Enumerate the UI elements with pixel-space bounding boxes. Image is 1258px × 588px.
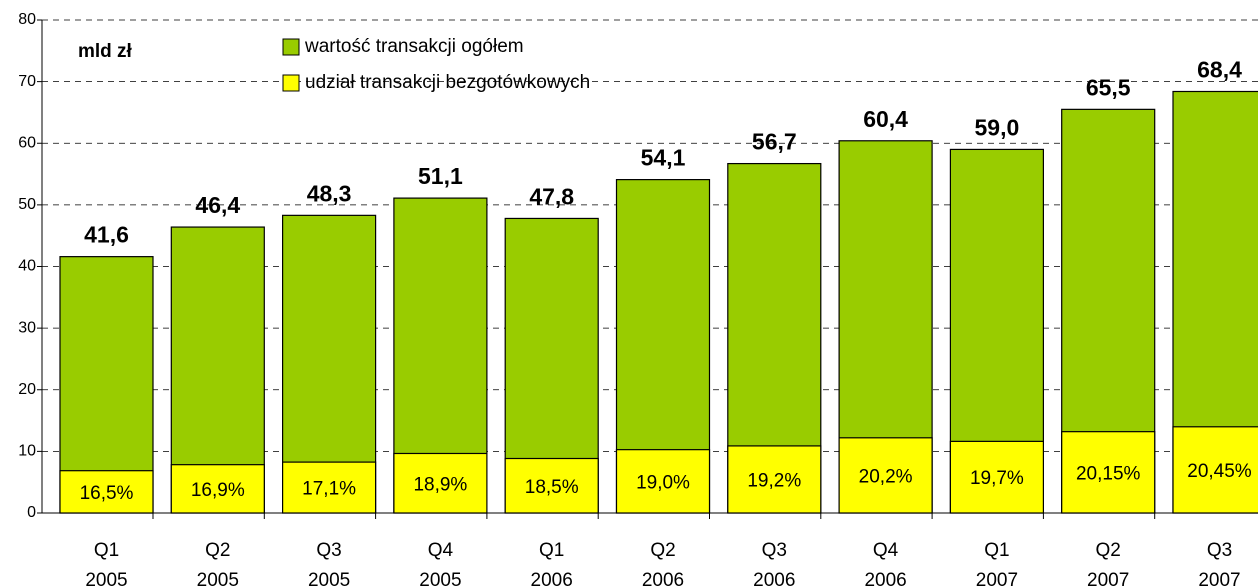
unit-annotation: mld zł	[78, 41, 133, 62]
x-tick-line: 2007	[976, 570, 1018, 588]
x-tick-line: Q4	[428, 540, 454, 561]
legend-swatch	[282, 74, 300, 92]
bar-share	[1061, 431, 1156, 514]
bar-share	[393, 452, 488, 514]
bar-share	[1172, 426, 1258, 514]
y-tick-label: 40	[18, 258, 36, 275]
y-tick-label: 60	[18, 134, 36, 151]
share-label: 20,2%	[859, 466, 913, 487]
x-tick-line: 2006	[864, 570, 906, 588]
value-label: 47,8	[529, 184, 574, 210]
y-tick-label: 30	[18, 319, 36, 336]
value-label: 56,7	[752, 129, 797, 155]
x-tick-line: Q3	[1207, 540, 1232, 561]
x-tick-label: Q3 2006	[753, 540, 795, 588]
x-tick-label: Q4 2006	[864, 540, 906, 588]
value-label: 65,5	[1086, 74, 1131, 100]
bar-share	[727, 445, 822, 514]
share-label: 19,7%	[970, 468, 1024, 489]
value-label: 60,4	[863, 106, 908, 132]
y-tick-label: 10	[18, 443, 36, 460]
value-label: 48,3	[307, 180, 352, 206]
x-tick-label: Q4 2005	[419, 540, 461, 588]
y-tick-label: 50	[18, 196, 36, 213]
value-label: 54,1	[641, 145, 686, 171]
share-label: 16,5%	[80, 483, 134, 504]
x-tick-line: 2005	[308, 570, 350, 588]
share-label: 19,2%	[747, 470, 801, 491]
x-tick-line: Q1	[984, 540, 1009, 561]
value-label: 68,4	[1197, 57, 1242, 83]
value-label: 51,1	[418, 163, 463, 189]
x-tick-line: Q2	[650, 540, 675, 561]
value-label: 41,6	[84, 222, 129, 248]
x-tick-label: Q1 2005	[85, 540, 127, 588]
value-label: 46,4	[195, 192, 240, 218]
y-tick-label: 0	[27, 504, 36, 521]
x-tick-line: 2007	[1198, 570, 1240, 588]
bar-share	[170, 464, 265, 514]
share-label: 17,1%	[302, 479, 356, 500]
share-label: 16,9%	[191, 480, 245, 501]
x-tick-label: Q1 2006	[531, 540, 573, 588]
share-label: 20,15%	[1076, 463, 1141, 484]
x-tick-label: Q2 2006	[642, 540, 684, 588]
legend-label: wartość transakcji ogółem	[304, 36, 524, 57]
x-tick-line: Q4	[873, 540, 899, 561]
x-tick-line: 2006	[642, 570, 684, 588]
bar-share	[282, 461, 377, 514]
x-tick-line: Q2	[205, 540, 230, 561]
x-tick-label: Q3 2005	[308, 540, 350, 588]
x-tick-line: Q3	[316, 540, 341, 561]
y-tick-label: 20	[18, 381, 36, 398]
x-tick-line: 2006	[753, 570, 795, 588]
bar-share	[838, 437, 933, 514]
x-tick-label: Q1 2007	[976, 540, 1018, 588]
y-tick-label: 70	[18, 73, 36, 90]
x-tick-label: Q2 2005	[197, 540, 239, 588]
share-label: 19,0%	[636, 472, 690, 493]
x-tick-label: Q3 2007	[1198, 540, 1240, 588]
share-label: 18,5%	[525, 477, 579, 498]
share-label: 18,9%	[413, 474, 467, 495]
x-tick-line: 2005	[85, 570, 127, 588]
bar-share	[504, 457, 599, 514]
y-tick-label: 80	[18, 11, 36, 28]
bar-share	[59, 470, 154, 514]
x-tick-line: 2007	[1087, 570, 1129, 588]
x-tick-line: Q3	[762, 540, 787, 561]
bar-share	[615, 449, 711, 514]
bar-share	[949, 440, 1045, 514]
x-tick-line: 2005	[197, 570, 239, 588]
share-label: 20,45%	[1187, 461, 1252, 482]
x-tick-line: 2006	[531, 570, 573, 588]
x-tick-line: Q1	[94, 540, 119, 561]
x-tick-line: 2005	[419, 570, 461, 588]
legend-label: udział transakcji bezgotówkowych	[305, 72, 590, 93]
value-label: 59,0	[975, 114, 1020, 140]
x-tick-label: Q2 2007	[1087, 540, 1129, 588]
x-tick-line: Q2	[1096, 540, 1121, 561]
x-tick-line: Q1	[539, 540, 564, 561]
legend-swatch	[282, 38, 300, 56]
